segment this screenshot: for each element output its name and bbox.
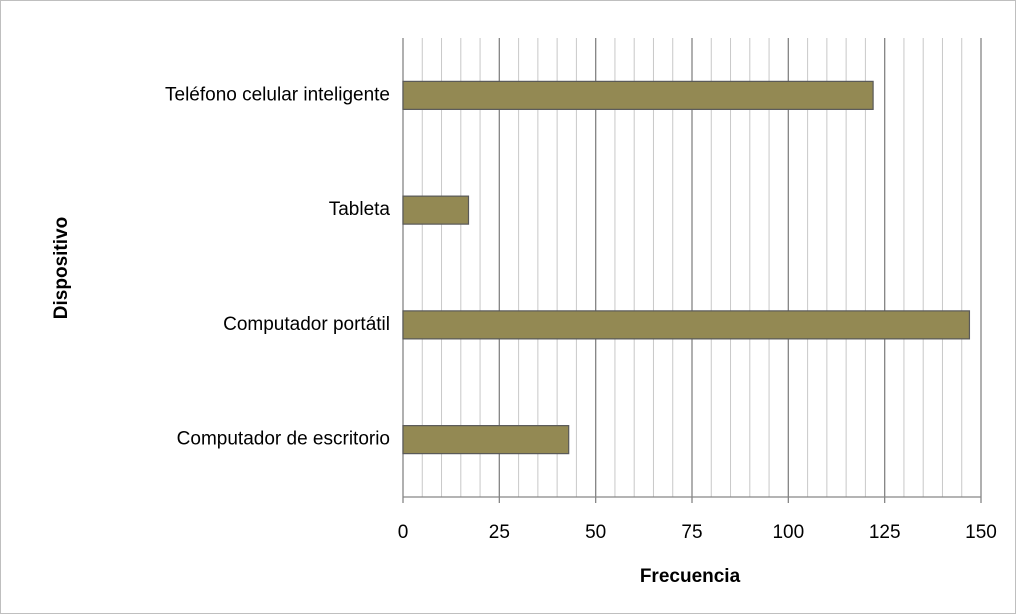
x-tick-label: 125 [869,522,901,543]
bar [402,80,874,110]
y-tick-label: Tableta [329,199,391,220]
x-tick-label: 75 [681,522,702,543]
x-tick-label: 100 [772,522,804,543]
y-tick-label: Teléfono celular inteligente [165,84,390,105]
x-tick-label: 25 [489,522,510,543]
x-tick-label: 150 [965,522,997,543]
y-tick-label: Computador portátil [223,314,390,335]
bar [402,310,971,340]
x-axis-title: Frecuencia [640,566,741,587]
y-axis-title: Dispositivo [51,217,72,319]
y-tick-label: Computador de escritorio [177,429,390,450]
x-tick-label: 0 [398,522,409,543]
x-tick-label: 50 [585,522,606,543]
bar [402,425,570,455]
bar [402,195,470,225]
